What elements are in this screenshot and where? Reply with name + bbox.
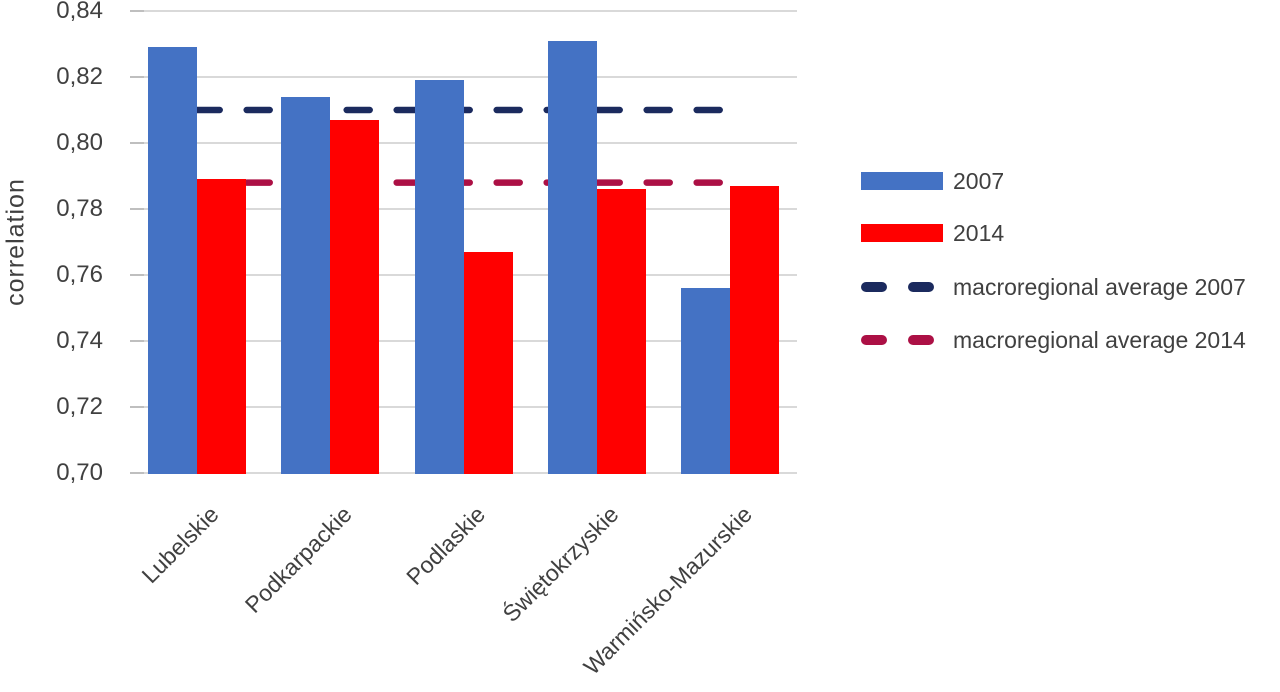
y-axis-tick bbox=[130, 340, 144, 342]
y-tick-label: 0,76 bbox=[56, 261, 103, 288]
bar-2007 bbox=[414, 80, 464, 474]
legend-item-macro-avg-2014: macroregional average 2014 bbox=[861, 325, 1246, 355]
y-axis-tick bbox=[130, 10, 144, 12]
y-axis-tick bbox=[130, 142, 144, 144]
legend-label-macro-avg-2014: macroregional average 2014 bbox=[953, 326, 1246, 353]
gridline bbox=[130, 142, 797, 144]
y-tick-label: 0,80 bbox=[56, 129, 103, 156]
y-tick-label: 0,84 bbox=[56, 0, 103, 24]
y-axis-tick bbox=[130, 76, 144, 78]
bar-2007 bbox=[681, 288, 731, 474]
legend-item-2014: 2014 bbox=[861, 218, 1004, 248]
legend-swatch-2014 bbox=[861, 224, 943, 242]
x-tick-label: Lubelskie bbox=[135, 501, 224, 589]
legend-item-macro-avg-2007: macroregional average 2007 bbox=[861, 272, 1246, 302]
y-axis-tick bbox=[130, 208, 144, 210]
bar-2014 bbox=[330, 119, 380, 474]
bar-2007 bbox=[547, 40, 597, 474]
legend-swatch-macro-avg-2007 bbox=[861, 282, 943, 292]
bar-2007 bbox=[147, 47, 197, 474]
bar-2014 bbox=[596, 189, 646, 474]
y-tick-label: 0,70 bbox=[56, 459, 103, 486]
y-tick-label: 0,78 bbox=[56, 195, 103, 222]
legend-swatch-macro-avg-2014 bbox=[861, 335, 943, 345]
bar-2014 bbox=[463, 251, 513, 474]
plot-area bbox=[130, 10, 797, 474]
legend-label-macro-avg-2007: macroregional average 2007 bbox=[953, 273, 1246, 300]
bar-2007 bbox=[281, 96, 331, 474]
legend-item-2007: 2007 bbox=[861, 166, 1004, 196]
gridline bbox=[130, 208, 797, 210]
gridline bbox=[130, 76, 797, 78]
legend-label-2014: 2014 bbox=[953, 219, 1005, 246]
y-tick-label: 0,82 bbox=[56, 63, 103, 90]
y-tick-label: 0,72 bbox=[56, 393, 103, 420]
x-tick-label: Świętokrzyskie bbox=[497, 501, 624, 627]
y-axis-tick bbox=[130, 406, 144, 408]
y-axis-tick bbox=[130, 274, 144, 276]
bar-2014 bbox=[196, 179, 246, 474]
bar-2014 bbox=[730, 185, 780, 474]
legend-swatch-2007 bbox=[861, 172, 943, 190]
gridline bbox=[130, 10, 797, 12]
x-tick-label: Podlaskie bbox=[400, 501, 490, 590]
x-tick-label: Podkarpackie bbox=[239, 501, 357, 618]
y-axis-tick bbox=[130, 472, 144, 474]
legend-label-2007: 2007 bbox=[953, 167, 1005, 194]
y-tick-label: 0,74 bbox=[56, 327, 103, 354]
